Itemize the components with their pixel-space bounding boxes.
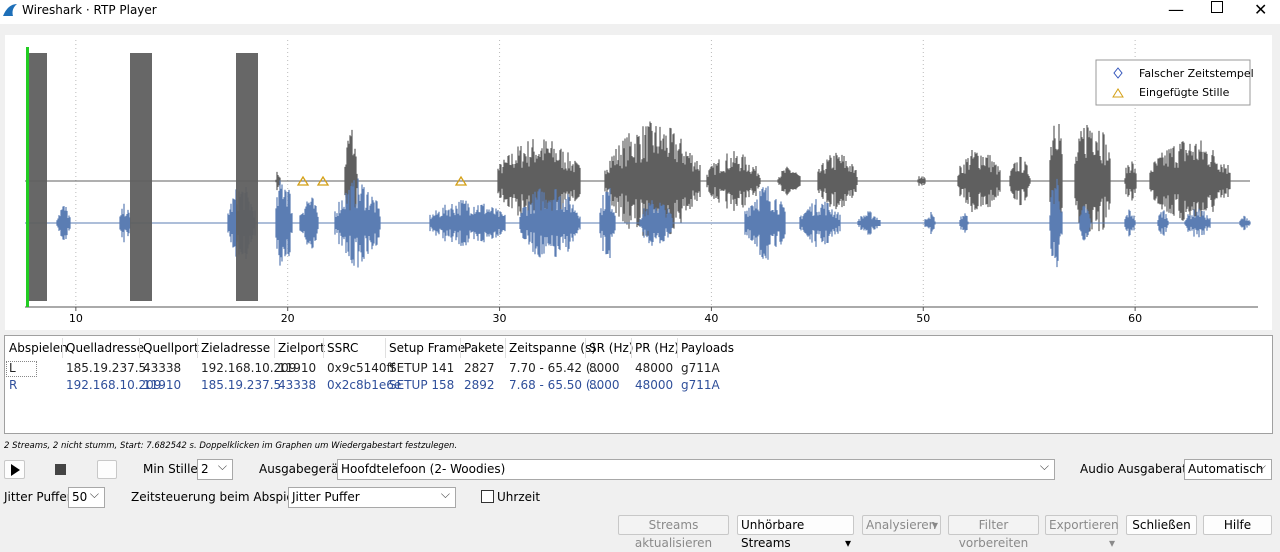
stream-table[interactable]: AbspielenQuelladresseQuellportZieladress…: [4, 335, 1273, 434]
table-cell: L: [9, 361, 16, 375]
clock-checkbox[interactable]: [481, 490, 494, 503]
status-text: 2 Streams, 2 nicht stumm, Start: 7.68254…: [4, 441, 457, 451]
table-cell: R: [9, 378, 17, 392]
play-button[interactable]: [4, 460, 25, 479]
export-label: Exportieren: [1049, 518, 1119, 532]
output-rate-combo[interactable]: Automatisch: [1184, 459, 1272, 480]
min-silence-value: 2: [201, 462, 209, 476]
output-rate-value: Automatisch: [1188, 462, 1263, 476]
table-cell: 48000: [635, 361, 673, 375]
column-header: Quellport: [143, 341, 199, 355]
refresh-streams-button[interactable]: Streams aktualisieren: [618, 515, 729, 535]
legend-entry: Eingefügte Stille: [1139, 86, 1230, 99]
min-silence-label: Min Stille:: [143, 462, 202, 476]
column-separator: [274, 338, 275, 358]
column-header: SR (Hz): [589, 341, 633, 355]
x-tick-label: 40: [704, 312, 718, 325]
column-separator: [323, 338, 324, 358]
column-header: SSRC: [327, 341, 358, 355]
waveform-graph[interactable]: 10 20 30 40 50 60 Falscher Zeitstempel Eingefüg…: [5, 35, 1272, 330]
column-separator: [197, 338, 198, 358]
x-tick-label: 60: [1128, 312, 1142, 325]
column-separator: [385, 338, 386, 358]
output-device-label: Ausgabegerät:: [259, 462, 347, 476]
timing-combo[interactable]: Jitter Puffer: [288, 487, 456, 508]
x-tick-label: 20: [281, 312, 295, 325]
maximize-button[interactable]: [1211, 1, 1223, 13]
column-header: Zieladresse: [201, 341, 270, 355]
min-silence-spinbox[interactable]: 2: [197, 459, 233, 480]
analyze-button[interactable]: Analysieren▾: [862, 515, 941, 535]
column-separator: [677, 338, 678, 358]
window-title: Wireshark · RTP Player: [22, 3, 157, 17]
column-header: Zielport: [278, 341, 325, 355]
column-separator: [62, 338, 63, 358]
close-button[interactable]: Schließen: [1126, 515, 1197, 535]
column-header: Setup Frame: [389, 341, 465, 355]
table-cell: g711A: [681, 361, 720, 375]
table-cell: g711A: [681, 378, 720, 392]
playhead: [26, 47, 29, 307]
silence-block: [27, 53, 47, 301]
column-header: PR (Hz): [635, 341, 679, 355]
column-separator: [631, 338, 632, 358]
column-separator: [505, 338, 506, 358]
pause-button[interactable]: [97, 460, 117, 479]
timing-value: Jitter Puffer: [292, 490, 360, 504]
output-rate-label: Audio Ausgaberate:: [1080, 462, 1198, 476]
jitter-value: 50: [72, 490, 87, 504]
x-tick-label: 50: [916, 312, 930, 325]
table-cell: 185.19.237.5: [66, 361, 146, 375]
column-separator: [139, 338, 140, 358]
table-cell: 2827: [464, 361, 495, 375]
table-cell: 8000: [589, 378, 620, 392]
column-separator: [585, 338, 586, 358]
output-device-value: Hoofdtelefoon (2- Woodies): [341, 462, 505, 476]
minimize-button[interactable]: —: [1168, 0, 1184, 19]
x-tick-label: 10: [69, 312, 83, 325]
column-header: Abspielen: [9, 341, 68, 355]
prepare-filter-button[interactable]: Filter vorbereiten: [948, 515, 1039, 535]
table-cell: SETUP 141: [389, 361, 454, 375]
silence-block: [236, 53, 258, 301]
stop-button[interactable]: [55, 464, 66, 475]
table-cell: 0x9c5140ff: [327, 361, 395, 375]
jitter-label: Jitter Puffer:: [4, 490, 75, 504]
title-bar: [0, 0, 1280, 24]
legend-entry: Falscher Zeitstempel: [1139, 67, 1254, 80]
table-cell: 185.19.237.5: [201, 378, 281, 392]
x-tick-label: 30: [493, 312, 507, 325]
clock-label: Uhrzeit: [497, 490, 540, 504]
inaudible-streams-label: Unhörbare Streams: [741, 518, 804, 550]
export-button[interactable]: Exportieren▾: [1045, 515, 1118, 535]
table-cell: 11910: [278, 361, 316, 375]
column-separator: [460, 338, 461, 358]
column-header: Quelladresse: [66, 341, 144, 355]
silence-block: [130, 53, 152, 301]
app-icon: [2, 3, 18, 17]
table-cell: 2892: [464, 378, 495, 392]
table-cell: 11910: [143, 378, 181, 392]
column-header: Payloads: [681, 341, 734, 355]
close-window-button[interactable]: ✕: [1254, 0, 1267, 19]
jitter-spinbox[interactable]: 50: [68, 487, 105, 508]
table-cell: 48000: [635, 378, 673, 392]
output-device-combo[interactable]: Hoofdtelefoon (2- Woodies): [337, 459, 1055, 480]
table-cell: 43338: [278, 378, 316, 392]
help-button[interactable]: Hilfe: [1203, 515, 1272, 535]
column-header: Pakete: [464, 341, 504, 355]
inaudible-streams-button[interactable]: Unhörbare Streams▾: [737, 515, 854, 535]
table-cell: 8000: [589, 361, 620, 375]
column-header: Zeitspanne (s): [509, 341, 596, 355]
table-cell: SETUP 158: [389, 378, 454, 392]
table-cell: 43338: [143, 361, 181, 375]
analyze-label: Analysieren: [866, 518, 936, 532]
